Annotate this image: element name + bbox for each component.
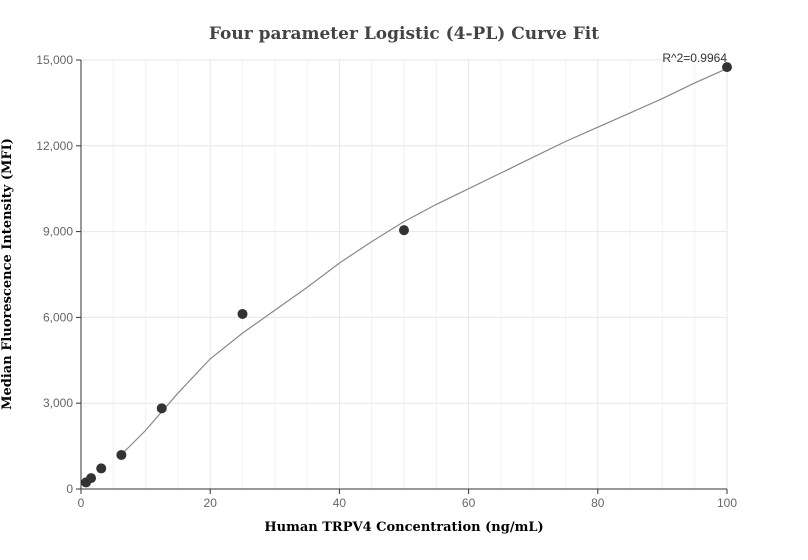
data-point [116,449,127,460]
r-squared-annotation: R^2=0.9964 [662,51,727,65]
y-tick-label: 9,000 [43,225,73,239]
y-axis-label: Median Fluorescence Intensity (MFI) [0,138,15,410]
x-tick-label: 40 [333,496,347,510]
minor-grid [112,60,696,489]
y-tick-label: 3,000 [43,396,73,410]
data-point [86,473,97,484]
data-point [237,308,248,319]
data-point [96,463,107,474]
data-point [399,225,409,236]
x-axis-ticks: 0 20 40 60 80 100 [78,489,737,510]
x-tick-label: 20 [204,496,218,510]
fit-curve-group [119,68,728,457]
y-tick-label: 12,000 [36,139,73,153]
x-tick-label: 60 [462,496,476,510]
data-point [722,62,732,73]
fit-curve [119,68,728,457]
chart-title: Four parameter Logistic (4-PL) Curve Fit [209,24,599,44]
y-tick-label: 15,000 [36,53,73,67]
x-axis-label: Human TRPV4 Concentration (ng/mL) [264,520,543,535]
y-tick-label: 6,000 [43,310,73,324]
x-tick-label: 0 [78,496,85,510]
data-points [81,62,732,488]
y-axis-ticks: 0 3,000 6,000 9,000 12,000 15,000 [36,53,81,496]
y-tick-label: 0 [66,482,73,496]
data-point [156,403,167,414]
x-tick-label: 100 [717,496,737,510]
grid [81,59,728,489]
x-tick-label: 80 [591,496,605,510]
axes [80,60,727,490]
